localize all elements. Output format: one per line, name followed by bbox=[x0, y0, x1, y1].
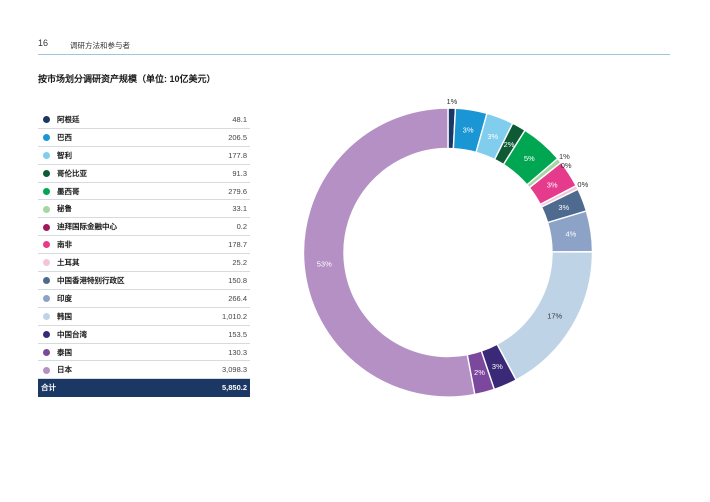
data-label: 3% bbox=[547, 180, 558, 189]
market-value: 266.4 bbox=[228, 293, 247, 303]
table-row: 哥伦比亚 91.3 bbox=[38, 165, 250, 183]
table-row: 日本 3,098.3 bbox=[38, 361, 250, 380]
table-row: 印度 266.4 bbox=[38, 290, 250, 308]
header-divider bbox=[38, 54, 670, 55]
legend-swatch bbox=[42, 259, 50, 267]
data-label: 5% bbox=[524, 154, 535, 163]
total-value: 5,850.2 bbox=[221, 383, 247, 393]
legend-swatch bbox=[42, 134, 50, 142]
table-row: 中国香港特别行政区 150.8 bbox=[38, 272, 250, 290]
market-value: 206.5 bbox=[228, 132, 247, 142]
market-value: 3,098.3 bbox=[221, 365, 247, 375]
table-row: 墨西哥 279.6 bbox=[38, 183, 250, 201]
market-name: 日本 bbox=[57, 365, 72, 375]
table-row: 中国台湾 153.5 bbox=[38, 326, 250, 344]
table-row: 巴西 206.5 bbox=[38, 129, 250, 147]
market-value: 177.8 bbox=[228, 150, 247, 160]
market-name: 迪拜国际金融中心 bbox=[57, 222, 117, 232]
market-value: 178.7 bbox=[228, 240, 247, 250]
table-row: 秘鲁 33.1 bbox=[38, 200, 250, 219]
legend-swatch bbox=[42, 116, 50, 124]
legend-swatch bbox=[42, 295, 50, 303]
market-value: 0.2 bbox=[236, 222, 247, 232]
market-value: 130.3 bbox=[228, 347, 247, 357]
data-label: 0% bbox=[577, 180, 588, 189]
data-label: 3% bbox=[558, 203, 569, 212]
market-value: 150.8 bbox=[228, 276, 247, 286]
data-label: 1% bbox=[446, 97, 457, 106]
legend-swatch bbox=[42, 241, 50, 249]
market-table: 阿根廷 48.1 巴西 206.5 智利 177.8 哥伦比亚 91.3 墨西哥 279.6 秘鲁 3… bbox=[38, 111, 250, 397]
table-row: 韩国 1,010.2 bbox=[38, 308, 250, 326]
market-name: 哥伦比亚 bbox=[57, 168, 87, 178]
legend-swatch bbox=[42, 330, 50, 338]
market-value: 48.1 bbox=[232, 115, 247, 124]
data-label: 3% bbox=[487, 132, 498, 141]
table-row: 迪拜国际金融中心 0.2 bbox=[38, 218, 250, 237]
total-row: 合计 5,850.2 bbox=[38, 379, 250, 397]
donut-slice bbox=[496, 251, 594, 381]
data-label: 17% bbox=[547, 312, 562, 321]
legend-swatch bbox=[42, 348, 50, 356]
market-table-body: 阿根廷 48.1 巴西 206.5 智利 177.8 哥伦比亚 91.3 墨西哥 279.6 秘鲁 3… bbox=[38, 111, 250, 380]
data-label: 2% bbox=[474, 368, 485, 377]
legend-swatch bbox=[42, 277, 50, 285]
chart-title: 按市场划分调研资产规模（单位: 10亿美元） bbox=[38, 74, 216, 84]
donut-chart: 1%3%3%2%5% 1%0%3% 0%3%4%17%3%2%53% bbox=[302, 97, 594, 398]
legend-swatch bbox=[42, 312, 50, 320]
data-label: 0% bbox=[561, 161, 572, 170]
market-value: 91.3 bbox=[232, 168, 247, 178]
table-row: 智利 177.8 bbox=[38, 147, 250, 165]
legend-swatch bbox=[42, 169, 50, 177]
table-row: 泰国 130.3 bbox=[38, 344, 250, 362]
market-value: 33.1 bbox=[232, 204, 247, 214]
market-name: 印度 bbox=[57, 293, 72, 303]
section-title: 调研方法和参与者 bbox=[70, 40, 130, 50]
page-number: 16 bbox=[38, 38, 49, 48]
total-label: 合计 bbox=[41, 383, 56, 393]
market-name: 阿根廷 bbox=[57, 115, 80, 124]
market-name: 南非 bbox=[57, 240, 72, 250]
market-name: 中国香港特别行政区 bbox=[57, 276, 125, 286]
data-label: 1% bbox=[559, 152, 570, 161]
table-row: 阿根廷 48.1 bbox=[38, 111, 250, 129]
legend-swatch bbox=[42, 187, 50, 195]
market-name: 巴西 bbox=[57, 132, 72, 142]
market-name: 秘鲁 bbox=[57, 204, 72, 214]
data-label: 53% bbox=[317, 260, 332, 269]
table-row: 土耳其 25.2 bbox=[38, 254, 250, 273]
market-value: 279.6 bbox=[228, 186, 247, 196]
market-name: 土耳其 bbox=[57, 258, 80, 268]
donut-slice bbox=[302, 107, 476, 398]
market-name: 中国台湾 bbox=[57, 329, 87, 339]
market-value: 153.5 bbox=[228, 329, 247, 339]
table-row: 南非 178.7 bbox=[38, 236, 250, 255]
legend-swatch bbox=[42, 366, 50, 374]
data-label: 4% bbox=[565, 230, 576, 239]
legend-swatch bbox=[42, 151, 50, 159]
data-label: 2% bbox=[504, 140, 515, 149]
market-name: 泰国 bbox=[57, 347, 72, 357]
market-name: 墨西哥 bbox=[57, 186, 80, 196]
legend-swatch bbox=[42, 205, 50, 213]
data-label: 3% bbox=[463, 125, 474, 134]
market-value: 1,010.2 bbox=[221, 311, 247, 321]
market-name: 智利 bbox=[57, 150, 72, 160]
market-value: 25.2 bbox=[232, 258, 247, 268]
legend-swatch bbox=[42, 223, 50, 231]
data-label: 3% bbox=[492, 362, 503, 371]
market-name: 韩国 bbox=[57, 311, 72, 321]
